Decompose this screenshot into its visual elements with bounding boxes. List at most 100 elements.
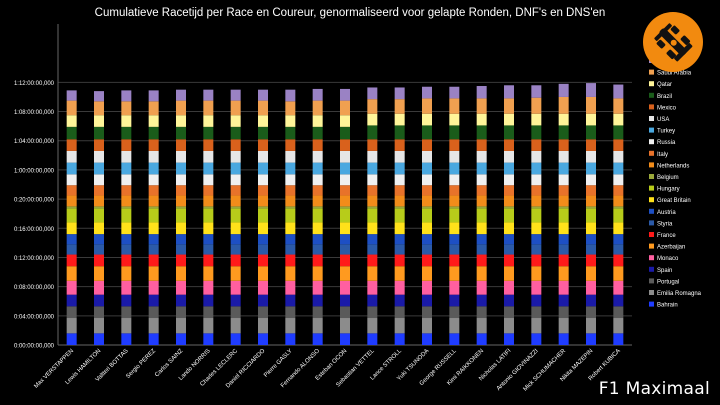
bar-segment bbox=[422, 86, 432, 99]
bar-segment bbox=[367, 206, 378, 209]
bar-segment bbox=[176, 206, 186, 209]
bar-segment bbox=[449, 280, 460, 295]
bar-segment bbox=[613, 125, 624, 140]
race-car-icon bbox=[643, 12, 703, 72]
x-tick-label: Carlos SAINZ bbox=[154, 348, 184, 378]
bar-segment bbox=[394, 87, 405, 100]
bar-segment bbox=[613, 222, 624, 235]
legend-label: Russia bbox=[657, 140, 676, 146]
bar-segment bbox=[613, 150, 624, 163]
bar-segment bbox=[230, 294, 241, 307]
bar-segment bbox=[367, 87, 378, 100]
bar-segment bbox=[66, 174, 77, 186]
bar-segment bbox=[558, 83, 569, 97]
bar-segment bbox=[476, 206, 487, 209]
bar-segment bbox=[340, 115, 350, 127]
legend-label: Qatar bbox=[657, 82, 672, 88]
bar-segment bbox=[230, 100, 241, 116]
bar-segment bbox=[176, 266, 186, 281]
bar-segment bbox=[94, 234, 104, 245]
bar-segment bbox=[203, 174, 214, 186]
legend-label: Monaco bbox=[657, 256, 679, 262]
bar-segment bbox=[504, 306, 514, 319]
bar-segment bbox=[476, 162, 487, 175]
bar-segment bbox=[422, 98, 432, 114]
bar-segment bbox=[94, 185, 104, 196]
bar-segment bbox=[203, 150, 214, 163]
bar-segment bbox=[531, 222, 542, 235]
bar-segment bbox=[476, 318, 487, 334]
legend-label: France bbox=[657, 233, 676, 239]
bar-segment bbox=[422, 125, 432, 140]
bar-segment bbox=[531, 318, 542, 334]
legend-swatch bbox=[649, 232, 654, 237]
bar-segment bbox=[367, 99, 378, 114]
bar-segment bbox=[285, 162, 296, 175]
bar-segment bbox=[66, 234, 77, 245]
bar-segment bbox=[176, 139, 186, 151]
bar-segment bbox=[476, 234, 487, 245]
legend-label: Saudi Arabia bbox=[657, 71, 692, 77]
bar-segment bbox=[422, 206, 432, 209]
bar-segment bbox=[148, 318, 159, 334]
bar-segment bbox=[367, 139, 378, 151]
bar-segment bbox=[586, 206, 596, 209]
bar-segment bbox=[312, 222, 323, 235]
bar-segment bbox=[394, 306, 405, 319]
bar-segment bbox=[531, 280, 542, 295]
bar-segment bbox=[340, 234, 350, 245]
bar-segment bbox=[121, 208, 132, 223]
bar-segment bbox=[613, 234, 624, 245]
bar-segment bbox=[230, 206, 241, 209]
bar-segment bbox=[312, 195, 323, 207]
legend-swatch bbox=[649, 139, 654, 145]
bar-segment bbox=[258, 174, 268, 186]
bar-segment bbox=[504, 318, 514, 334]
bar-segment bbox=[94, 139, 104, 151]
bar-segment bbox=[94, 115, 104, 127]
bar-segment bbox=[312, 254, 323, 267]
x-tick-label: Sergio PEREZ bbox=[125, 348, 157, 380]
bar-segment bbox=[531, 254, 542, 267]
y-tick-label: 1:00:00:00,000 bbox=[14, 168, 55, 174]
legend-label: Hungary bbox=[657, 187, 680, 193]
bar-segment bbox=[121, 254, 132, 267]
bar-segment bbox=[285, 294, 296, 307]
bar-segment bbox=[148, 90, 159, 102]
bar-segment bbox=[312, 234, 323, 245]
bar-segment bbox=[504, 113, 514, 126]
bar-segment bbox=[94, 206, 104, 209]
bar-segment bbox=[66, 206, 77, 209]
bar-segment bbox=[394, 113, 405, 126]
bar-segment bbox=[203, 266, 214, 281]
bar-segment bbox=[476, 280, 487, 295]
bar-segment bbox=[449, 266, 460, 281]
bar-segment bbox=[613, 244, 624, 255]
bar-segment bbox=[476, 139, 487, 151]
bar-segment bbox=[285, 254, 296, 267]
bar-segment bbox=[504, 125, 514, 140]
bar-segment bbox=[176, 294, 186, 307]
bar-segment bbox=[94, 294, 104, 307]
bar-segment bbox=[66, 195, 77, 207]
bar-segment bbox=[367, 195, 378, 207]
bar-segment bbox=[367, 266, 378, 281]
bar-segment bbox=[94, 208, 104, 223]
bar-segment bbox=[476, 266, 487, 281]
bar-segment bbox=[394, 244, 405, 255]
bar-segment bbox=[394, 195, 405, 207]
bar-segment bbox=[66, 139, 77, 151]
bar-segment bbox=[394, 185, 405, 196]
bar-segment bbox=[449, 206, 460, 209]
bar-segment bbox=[94, 306, 104, 319]
bar-segment bbox=[203, 244, 214, 255]
bar-segment bbox=[586, 234, 596, 245]
bar-segment bbox=[176, 254, 186, 267]
bar-segment bbox=[94, 101, 104, 116]
bar-segment bbox=[176, 306, 186, 319]
bar-segment bbox=[422, 333, 432, 345]
y-tick-label: 1:12:00:00,000 bbox=[14, 81, 55, 87]
bar-segment bbox=[94, 222, 104, 235]
bar-segment bbox=[449, 86, 460, 99]
